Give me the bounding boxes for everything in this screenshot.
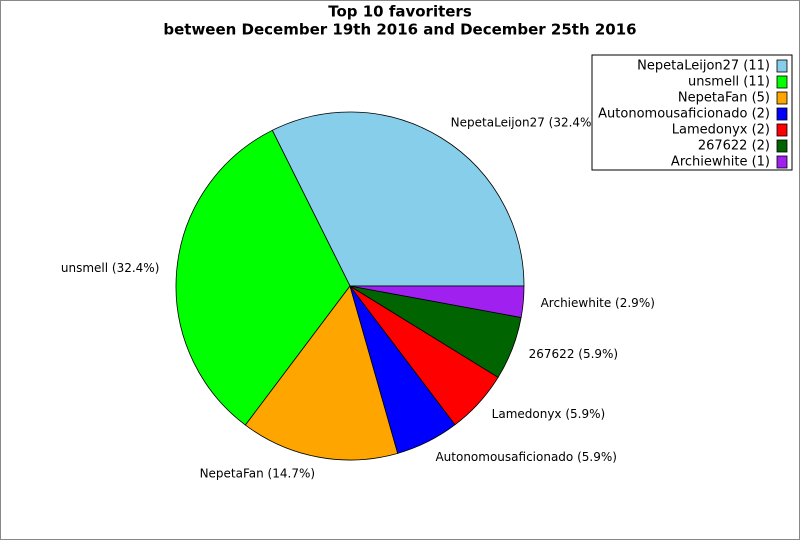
chart-subtitle: between December 19th 2016 and December …	[163, 21, 636, 39]
slice-label: Archiewhite (2.9%)	[541, 296, 655, 310]
legend-label: NepetaLeijon27 (11)	[637, 59, 770, 74]
pie-slice	[244, 285, 399, 461]
pie-slice	[271, 111, 525, 287]
legend-swatch	[776, 91, 788, 105]
legend-swatch	[776, 155, 788, 169]
legend-label: Lamedonyx (2)	[672, 123, 770, 138]
legend-label: Archiewhite (1)	[671, 155, 770, 170]
slice-label: Autonomousaficionado (5.9%)	[435, 450, 616, 464]
legend-label: NepetaFan (5)	[678, 91, 770, 106]
legend-swatch	[776, 123, 788, 137]
chart-title: Top 10 favoriters	[328, 3, 472, 21]
slice-label: NepetaLeijon27 (32.4%)	[451, 116, 596, 130]
slice-label: 267622 (5.9%)	[529, 347, 618, 361]
slice-label: Lamedonyx (5.9%)	[492, 407, 606, 421]
slice-label: unsmell (32.4%)	[61, 261, 160, 275]
legend-swatch	[776, 75, 788, 89]
legend-swatch	[776, 59, 788, 73]
legend-swatch	[776, 107, 788, 121]
pie-slice	[349, 285, 525, 318]
legend-label: unsmell (11)	[688, 75, 770, 90]
pie-slice	[175, 129, 351, 426]
legend-label: Autonomousaficionado (2)	[598, 107, 770, 122]
legend-box	[591, 54, 793, 171]
slice-label: NepetaFan (14.7%)	[200, 467, 315, 481]
legend-swatch	[776, 139, 788, 153]
legend-label: 267622 (2)	[698, 139, 770, 154]
